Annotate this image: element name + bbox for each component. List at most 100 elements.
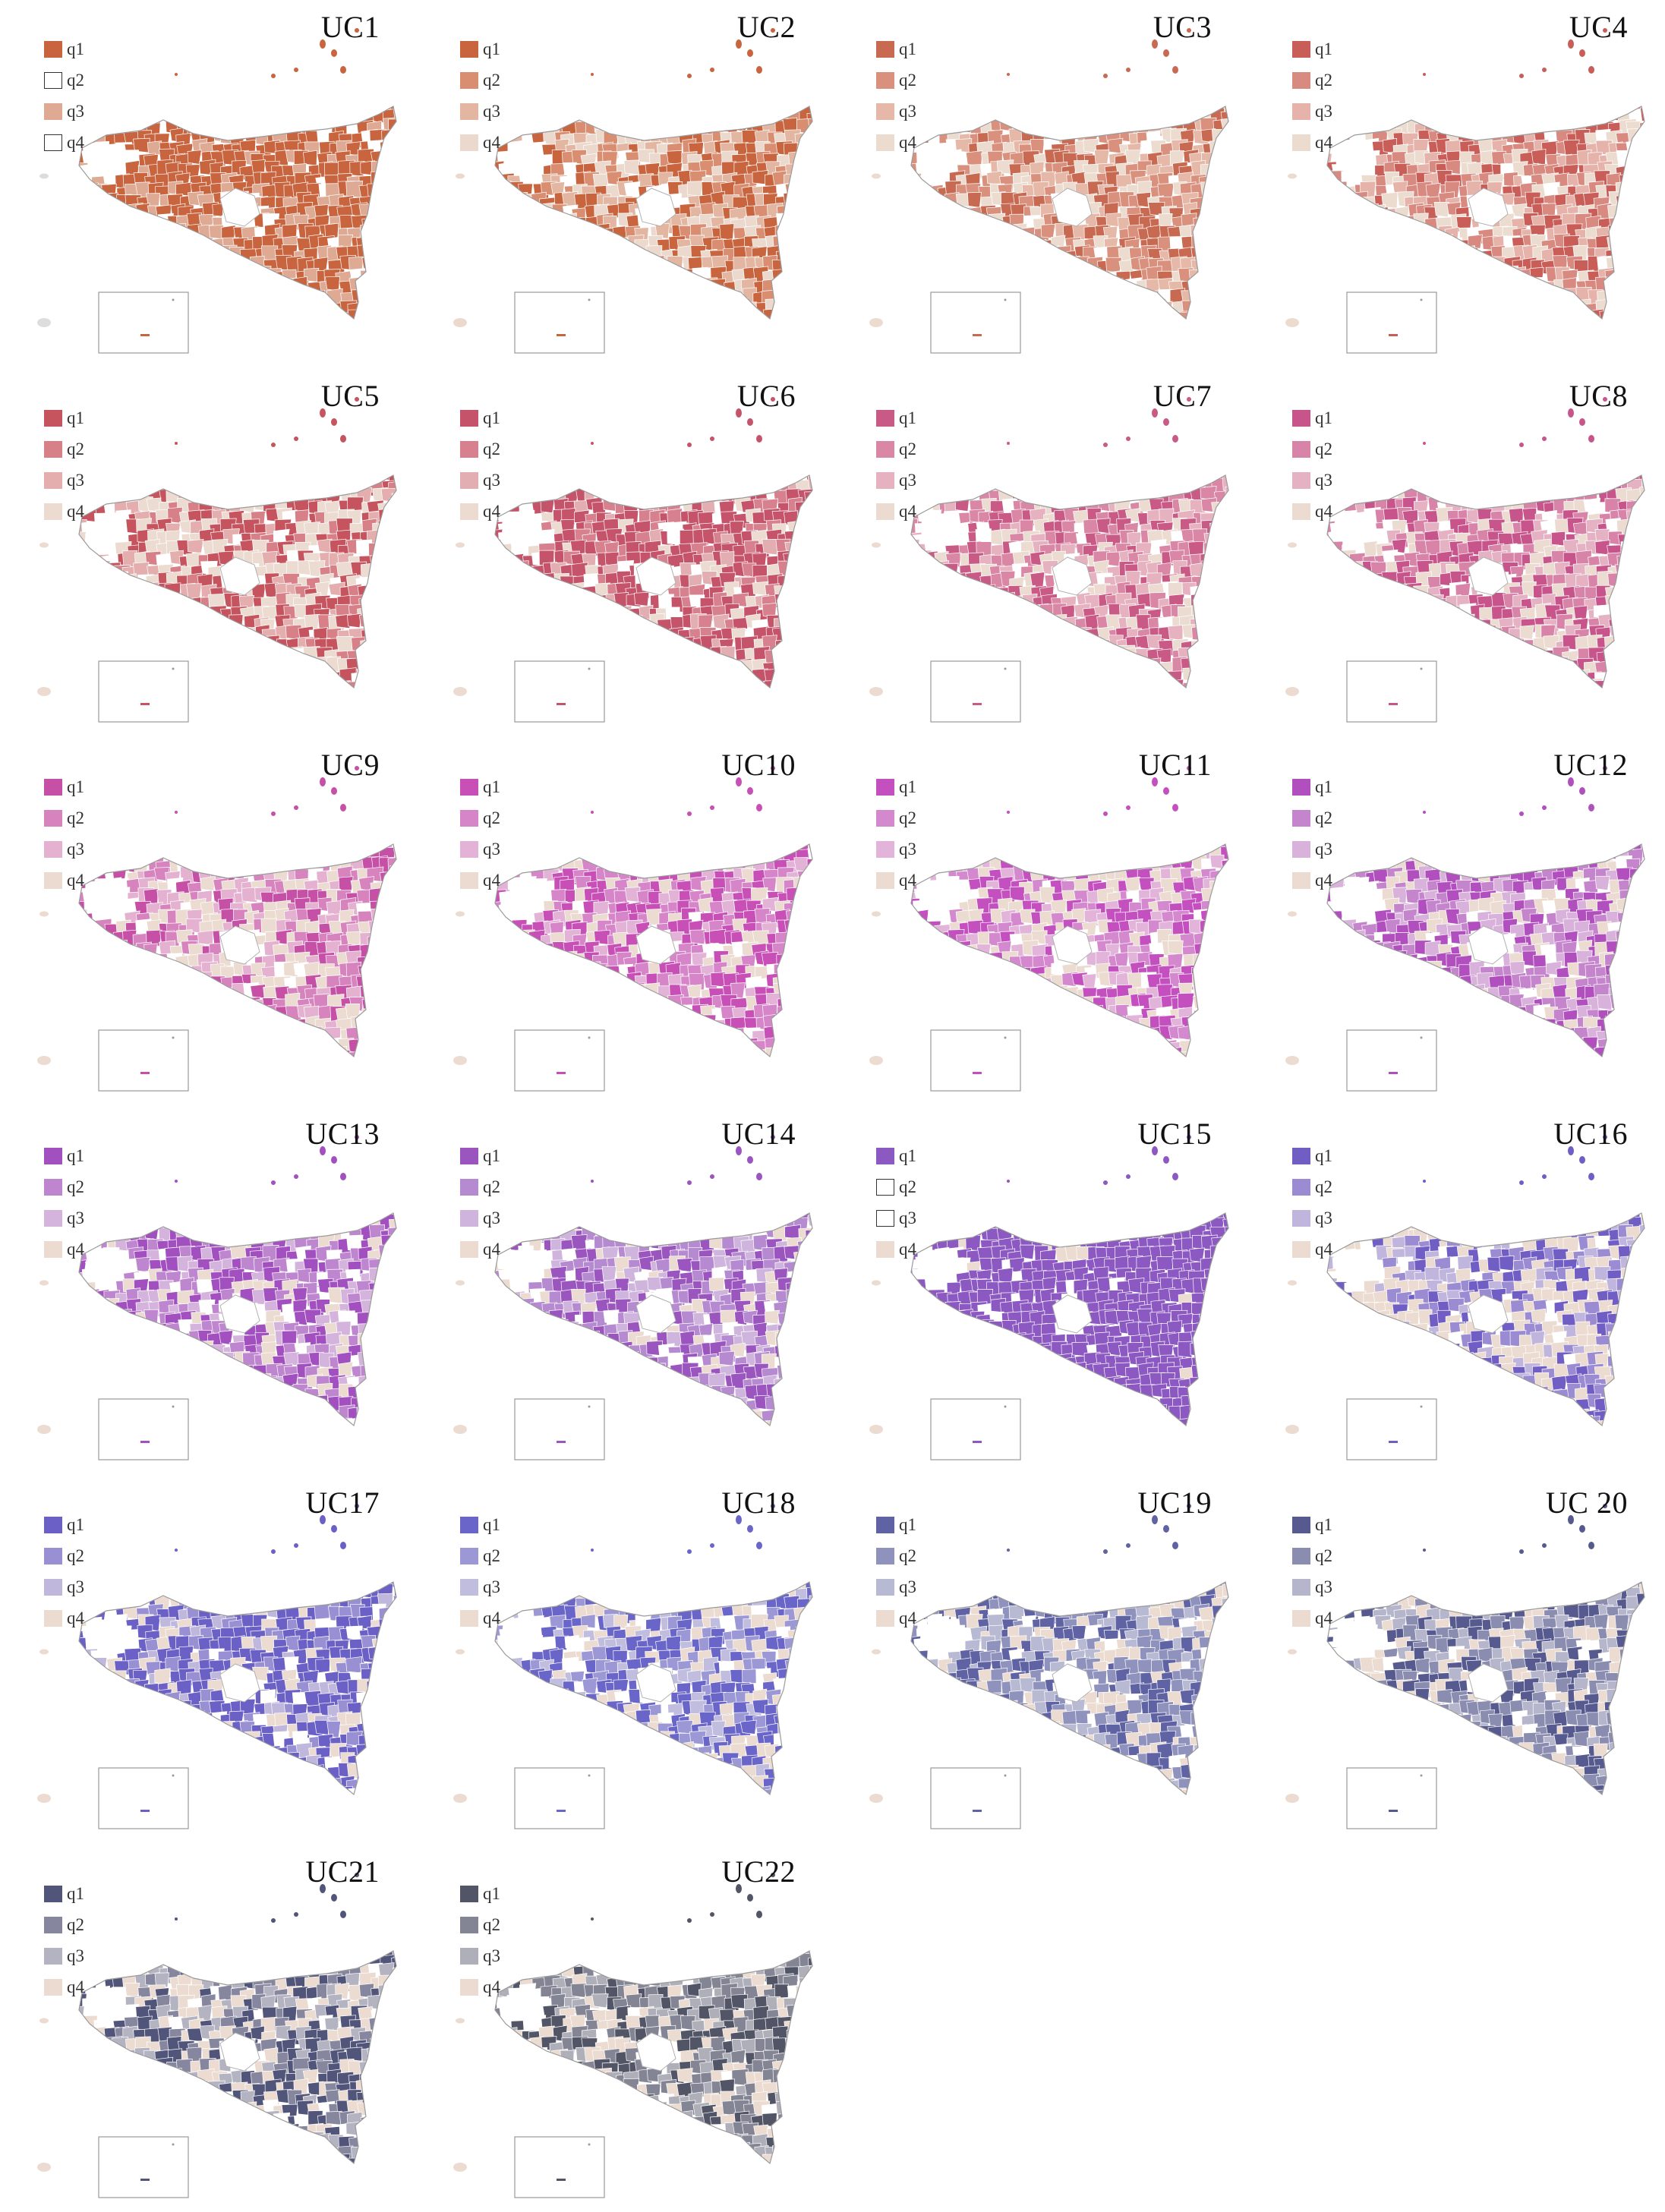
municipality-area [690, 314, 704, 328]
municipality-area [624, 490, 639, 507]
municipality-area [382, 573, 397, 588]
municipality-area [903, 303, 918, 318]
municipality-area [336, 636, 353, 652]
municipality-area [106, 226, 121, 241]
inset-dot [588, 299, 591, 301]
municipality-area [636, 701, 651, 717]
municipality-area [96, 561, 110, 578]
municipality-area [711, 477, 727, 494]
municipality-area [137, 466, 153, 481]
municipality-area [511, 226, 526, 241]
municipality-area [487, 288, 501, 302]
municipality-area [1103, 101, 1119, 115]
municipality-area [1449, 122, 1465, 136]
municipality-area [305, 672, 320, 688]
municipality-area [347, 613, 361, 628]
legend-item: q2 [876, 65, 916, 96]
municipality-area [1085, 122, 1099, 137]
municipality-area [989, 247, 1002, 262]
municipality-area [639, 651, 656, 666]
municipality-area [954, 239, 970, 254]
municipality-area [199, 638, 213, 654]
municipality-area [1018, 331, 1035, 347]
municipality-area [137, 247, 151, 262]
municipality-area [147, 604, 161, 619]
legend-label: q2 [483, 71, 500, 90]
municipality-area [913, 572, 930, 587]
municipality-area [1152, 480, 1167, 495]
municipality-area [608, 650, 624, 665]
municipality-area [159, 627, 174, 643]
municipality-area [966, 470, 981, 484]
municipality-area [509, 648, 524, 663]
municipality-area [711, 672, 727, 688]
legend-label: q2 [67, 71, 84, 90]
municipality-area [950, 277, 966, 293]
municipality-area [367, 267, 383, 282]
municipality-area [1178, 335, 1194, 349]
municipality-area [948, 479, 962, 494]
municipality-area [678, 466, 694, 480]
municipality-area [1096, 289, 1110, 305]
municipality-area [1194, 304, 1210, 318]
municipality-area [818, 529, 832, 546]
panel-title: UC2 [737, 9, 796, 45]
municipality-area [815, 293, 828, 307]
municipality-area [370, 310, 385, 326]
municipality-area [1098, 314, 1113, 327]
municipality-area [765, 332, 781, 346]
municipality-area [70, 304, 87, 318]
municipality-area [1033, 320, 1049, 335]
municipality-area [367, 99, 382, 115]
municipality-area [1214, 203, 1229, 218]
municipality-area [369, 332, 384, 348]
municipality-area [680, 486, 695, 501]
municipality-area [220, 320, 235, 335]
municipality-area [989, 470, 1004, 487]
municipality-area [656, 302, 671, 317]
municipality-area [272, 325, 285, 341]
municipality-area [1499, 323, 1516, 339]
municipality-area [198, 480, 213, 495]
legend-swatch [876, 103, 894, 120]
municipality-area [658, 630, 672, 644]
municipality-area [1204, 215, 1219, 231]
municipality-area [188, 677, 202, 692]
municipality-area [724, 112, 739, 129]
municipality-area [623, 310, 638, 326]
municipality-area [1234, 151, 1248, 168]
municipality-area [752, 325, 768, 342]
municipality-area [657, 491, 674, 506]
municipality-area [1051, 267, 1064, 284]
municipality-area [637, 281, 651, 296]
municipality-area [1472, 282, 1489, 298]
municipality-area [400, 309, 415, 325]
municipality-area [382, 181, 397, 197]
municipality-area [1616, 331, 1630, 347]
municipality-area [563, 162, 577, 177]
municipality-area [138, 260, 155, 276]
municipality-area [1066, 100, 1083, 117]
municipality-area [806, 529, 820, 545]
municipality-area [938, 217, 954, 231]
municipality-area [347, 468, 361, 485]
municipality-area [390, 234, 405, 251]
municipality-area [680, 477, 693, 491]
municipality-area [1651, 334, 1665, 348]
municipality-area [944, 207, 959, 222]
municipality-area [1652, 97, 1665, 113]
municipality-area [805, 604, 819, 620]
legend-swatch [44, 441, 62, 458]
municipality-area [788, 225, 804, 241]
municipality-area [1370, 279, 1386, 294]
municipality-area [1609, 288, 1624, 302]
municipality-area [1414, 229, 1428, 244]
municipality-area [1490, 271, 1506, 285]
municipality-area [712, 323, 727, 339]
municipality-area [1178, 320, 1193, 336]
municipality-area [585, 606, 601, 621]
municipality-area [1651, 320, 1665, 335]
municipality-area [201, 465, 215, 481]
municipality-area [1000, 248, 1014, 262]
small-island [175, 73, 178, 76]
